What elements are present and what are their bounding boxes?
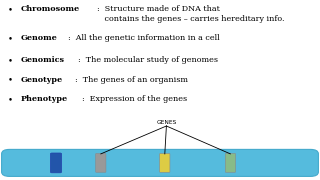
Text: GENES: GENES (156, 120, 177, 125)
Text: Chromosome: Chromosome (21, 5, 80, 13)
Text: :  Structure made of DNA that
   contains the genes – carries hereditary info.: : Structure made of DNA that contains th… (97, 5, 284, 23)
Text: •: • (8, 95, 13, 104)
FancyBboxPatch shape (2, 149, 318, 176)
Text: :  Expression of the genes: : Expression of the genes (82, 95, 187, 103)
Text: •: • (8, 5, 13, 14)
FancyBboxPatch shape (96, 154, 106, 172)
Text: •: • (8, 76, 13, 85)
Text: •: • (8, 56, 13, 65)
FancyBboxPatch shape (50, 153, 61, 173)
Text: Genotype: Genotype (21, 76, 63, 84)
Text: :  The molecular study of genomes: : The molecular study of genomes (77, 56, 218, 64)
FancyBboxPatch shape (160, 154, 170, 172)
Text: Phenotype: Phenotype (21, 95, 68, 103)
Text: •: • (8, 34, 13, 43)
Text: Genome: Genome (21, 34, 58, 42)
Text: :  All the genetic information in a cell: : All the genetic information in a cell (68, 34, 220, 42)
Text: :  The genes of an organism: : The genes of an organism (75, 76, 188, 84)
Text: Genomics: Genomics (21, 56, 65, 64)
FancyBboxPatch shape (225, 154, 236, 172)
